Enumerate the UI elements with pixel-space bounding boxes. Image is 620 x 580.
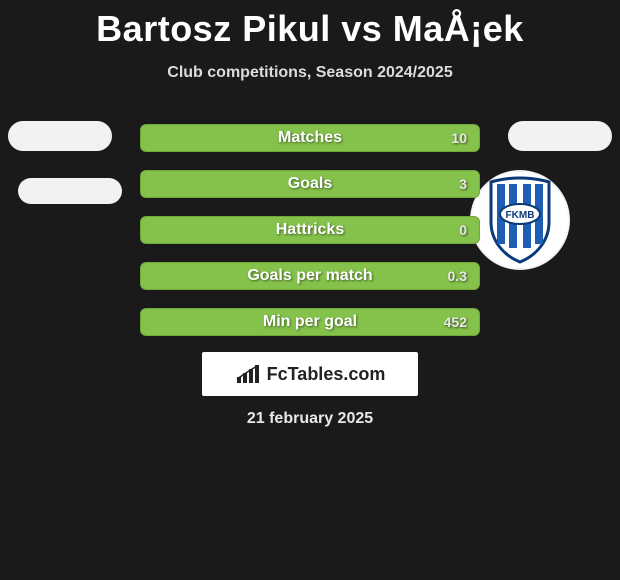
- stat-label: Matches: [278, 129, 342, 147]
- page-subtitle: Club competitions, Season 2024/2025: [0, 64, 620, 82]
- club-badge-shield-icon: FKMB: [485, 176, 555, 264]
- stat-bar-matches: Matches 10: [140, 124, 480, 152]
- brand-box: FcTables.com: [202, 352, 418, 396]
- stat-value: 0: [459, 222, 467, 238]
- brand-text: FcTables.com: [267, 364, 386, 385]
- page-title: Bartosz Pikul vs MaÅ¡ek: [0, 0, 620, 50]
- stat-label: Min per goal: [263, 313, 357, 331]
- club-badge-text: FKMB: [506, 210, 535, 221]
- stat-value: 0.3: [448, 268, 467, 284]
- date-text: 21 february 2025: [0, 410, 620, 428]
- stat-bar-goals: Goals 3: [140, 170, 480, 198]
- stat-bar-min-per-goal: Min per goal 452: [140, 308, 480, 336]
- stat-value: 3: [459, 176, 467, 192]
- stat-bar-hattricks: Hattricks 0: [140, 216, 480, 244]
- stat-value: 10: [451, 130, 467, 146]
- stat-value: 452: [444, 314, 467, 330]
- brand-chart-icon: [235, 363, 261, 385]
- club-badge: FKMB: [470, 170, 570, 270]
- stats-bars: Matches 10 Goals 3 Hattricks 0 Goals per…: [140, 124, 480, 354]
- player1-avatar-ellipse-top: [8, 121, 112, 151]
- player2-avatar-ellipse: [508, 121, 612, 151]
- stat-label: Hattricks: [276, 221, 344, 239]
- stat-bar-goals-per-match: Goals per match 0.3: [140, 262, 480, 290]
- stat-label: Goals: [288, 175, 332, 193]
- stat-label: Goals per match: [247, 267, 372, 285]
- player1-avatar-ellipse-bottom: [18, 178, 122, 204]
